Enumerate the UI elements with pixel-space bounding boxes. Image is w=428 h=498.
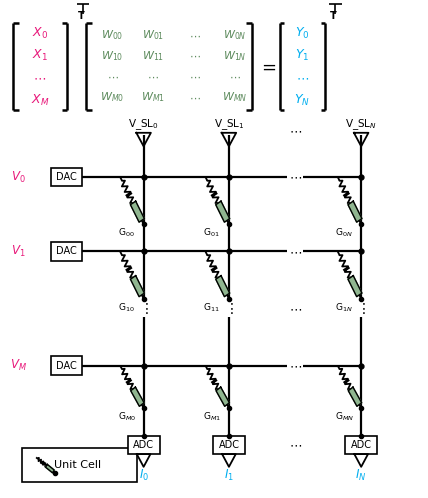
Text: $\cdots$: $\cdots$ bbox=[288, 359, 302, 372]
Text: $V_1$: $V_1$ bbox=[12, 244, 26, 259]
Polygon shape bbox=[131, 387, 144, 406]
Polygon shape bbox=[216, 387, 229, 406]
Text: $\mathit{W}_{11}$: $\mathit{W}_{11}$ bbox=[143, 49, 164, 63]
Text: $\cdots$: $\cdots$ bbox=[288, 302, 302, 315]
Text: $V_M$: $V_M$ bbox=[10, 358, 27, 374]
Text: $\mathit{W}_{00}$: $\mathit{W}_{00}$ bbox=[101, 28, 124, 42]
Polygon shape bbox=[348, 201, 362, 222]
Text: $\cdots$: $\cdots$ bbox=[288, 124, 302, 137]
Text: $\cdots$: $\cdots$ bbox=[288, 245, 302, 258]
Text: $\mathit{Y}_0$: $\mathit{Y}_0$ bbox=[295, 25, 309, 40]
Text: $\cdots$: $\cdots$ bbox=[296, 71, 309, 84]
Bar bbox=[128, 436, 160, 454]
Text: G$_{1N}$: G$_{1N}$ bbox=[336, 301, 353, 314]
Polygon shape bbox=[216, 276, 230, 297]
Polygon shape bbox=[216, 201, 230, 222]
Text: $\cdots$: $\cdots$ bbox=[288, 439, 302, 452]
Text: V_SL$_1$: V_SL$_1$ bbox=[214, 118, 244, 132]
Polygon shape bbox=[45, 464, 54, 473]
Text: $=$: $=$ bbox=[259, 57, 277, 76]
Text: G$_{MN}$: G$_{MN}$ bbox=[336, 410, 354, 423]
Text: $\mathit{W}_{M0}$: $\mathit{W}_{M0}$ bbox=[101, 91, 125, 105]
Text: $\mathit{Y}_1$: $\mathit{Y}_1$ bbox=[295, 48, 309, 63]
Text: $\mathit{W}_{01}$: $\mathit{W}_{01}$ bbox=[143, 28, 164, 42]
Text: $\cdots$: $\cdots$ bbox=[189, 93, 201, 103]
Text: G$_{M1}$: G$_{M1}$ bbox=[203, 410, 221, 423]
Text: $\cdots$: $\cdots$ bbox=[148, 72, 159, 82]
Text: Unit Cell: Unit Cell bbox=[54, 460, 101, 470]
Text: $\vdots$: $\vdots$ bbox=[357, 301, 366, 316]
Text: $\mathit{W}_{MN}$: $\mathit{W}_{MN}$ bbox=[222, 91, 247, 105]
Text: $\mathit{W}_{1N}$: $\mathit{W}_{1N}$ bbox=[223, 49, 246, 63]
Text: ADC: ADC bbox=[218, 440, 239, 450]
Polygon shape bbox=[131, 201, 144, 222]
Polygon shape bbox=[348, 276, 362, 297]
Text: T: T bbox=[77, 10, 84, 20]
Text: $\vdots$: $\vdots$ bbox=[224, 301, 234, 316]
Text: $V_0$: $V_0$ bbox=[11, 169, 26, 185]
Text: $\cdots$: $\cdots$ bbox=[107, 72, 119, 82]
Bar bbox=[51, 242, 82, 261]
Bar bbox=[345, 436, 377, 454]
Text: DAC: DAC bbox=[56, 247, 77, 256]
Text: $\mathit{Y}_N$: $\mathit{Y}_N$ bbox=[294, 93, 310, 108]
Text: $I_0$: $I_0$ bbox=[139, 468, 149, 483]
Text: ADC: ADC bbox=[133, 440, 154, 450]
Text: $I_N$: $I_N$ bbox=[356, 468, 367, 483]
Text: DAC: DAC bbox=[56, 361, 77, 371]
Text: T: T bbox=[330, 10, 337, 20]
Text: $\cdots$: $\cdots$ bbox=[229, 72, 241, 82]
Text: $I_1$: $I_1$ bbox=[224, 468, 234, 483]
Text: G$_{M0}$: G$_{M0}$ bbox=[118, 410, 136, 423]
Text: $\mathit{W}_{0N}$: $\mathit{W}_{0N}$ bbox=[223, 28, 246, 42]
Text: $\mathit{X}_0$: $\mathit{X}_0$ bbox=[32, 25, 48, 40]
Text: $\cdots$: $\cdots$ bbox=[33, 71, 47, 84]
Text: $\cdots$: $\cdots$ bbox=[189, 51, 201, 61]
Polygon shape bbox=[131, 276, 144, 297]
Text: $\mathit{W}_{10}$: $\mathit{W}_{10}$ bbox=[101, 49, 124, 63]
Polygon shape bbox=[348, 387, 362, 406]
Text: $\mathit{X}_M$: $\mathit{X}_M$ bbox=[31, 93, 49, 108]
Text: $\mathit{X}_1$: $\mathit{X}_1$ bbox=[32, 48, 48, 63]
Text: $\cdots$: $\cdots$ bbox=[189, 72, 201, 82]
Text: DAC: DAC bbox=[56, 172, 77, 182]
Text: G$_{11}$: G$_{11}$ bbox=[203, 301, 220, 314]
Text: G$_{10}$: G$_{10}$ bbox=[118, 301, 134, 314]
Text: V_SL$_N$: V_SL$_N$ bbox=[345, 118, 377, 132]
Text: $\cdots$: $\cdots$ bbox=[189, 30, 201, 40]
Bar bbox=[51, 356, 82, 375]
Text: $\vdots$: $\vdots$ bbox=[139, 301, 149, 316]
Text: ADC: ADC bbox=[351, 440, 372, 450]
Bar bbox=[213, 436, 245, 454]
Text: G$_{0N}$: G$_{0N}$ bbox=[336, 227, 353, 239]
Bar bbox=[22, 448, 137, 483]
Bar bbox=[51, 167, 82, 186]
Text: V_SL$_0$: V_SL$_0$ bbox=[128, 118, 159, 132]
Text: $\mathit{W}_{M1}$: $\mathit{W}_{M1}$ bbox=[141, 91, 165, 105]
Text: G$_{00}$: G$_{00}$ bbox=[118, 227, 134, 239]
Text: G$_{01}$: G$_{01}$ bbox=[203, 227, 220, 239]
Text: $\cdots$: $\cdots$ bbox=[288, 170, 302, 183]
